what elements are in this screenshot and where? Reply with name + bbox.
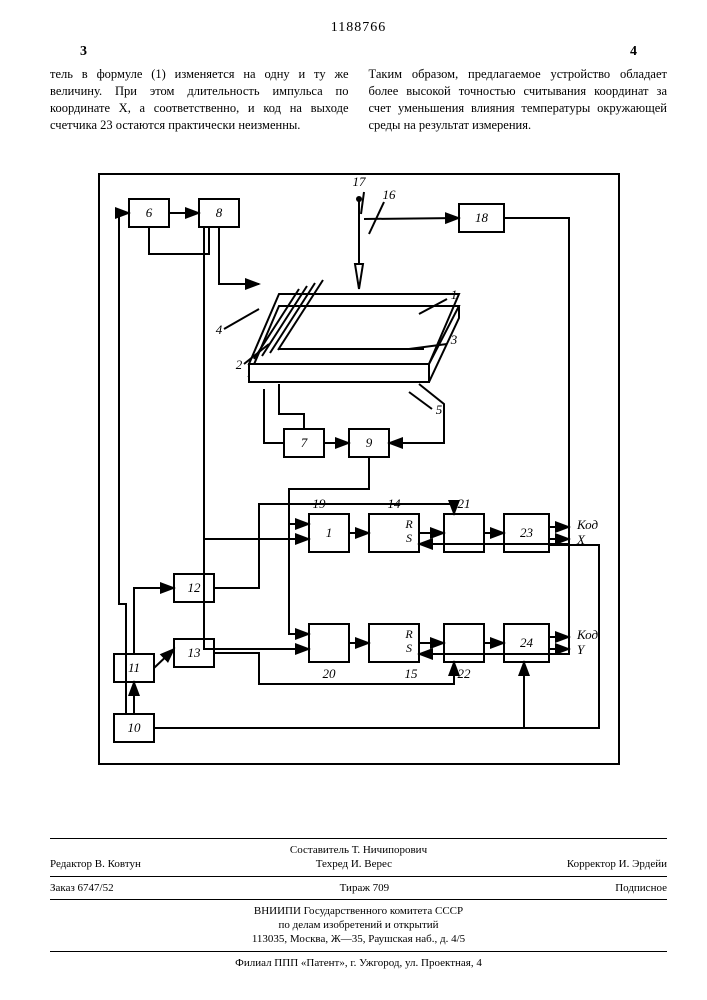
svg-text:12: 12 [187,580,201,595]
svg-text:Код: Код [576,627,598,642]
text-column-right: Таким образом, предлагаемое устройство о… [369,66,668,134]
svg-text:23: 23 [520,525,534,540]
svg-text:16: 16 [382,187,396,202]
corrector: Корректор И. Эрдейи [567,857,667,871]
svg-text:3: 3 [449,332,457,347]
svg-text:10: 10 [127,720,141,735]
text-column-left: тель в формуле (1) изменяется на одну и … [50,66,349,134]
svg-text:8: 8 [215,205,222,220]
svg-text:7: 7 [300,435,307,450]
svg-text:15: 15 [404,666,418,681]
compiler: Составитель Т. Ничипорович [50,843,667,857]
svg-text:1: 1 [325,525,332,540]
svg-text:11: 11 [127,660,139,675]
svg-text:S: S [406,641,412,655]
svg-text:9: 9 [365,435,372,450]
circuit-diagram: 17161352468187912131110119RS14212320RS15… [59,144,659,784]
column-numbers: 3 4 [80,44,637,60]
svg-text:18: 18 [475,210,489,225]
svg-text:R: R [404,517,413,531]
svg-text:5: 5 [435,402,442,417]
org-line1: ВНИИПИ Государственного комитета СССР [50,904,667,918]
tirazh: Тираж 709 [340,881,390,895]
org-line2: по делам изобретений и открытий [50,918,667,932]
document-number: 1188766 [50,20,667,36]
subscr: Подписное [615,881,667,895]
col-num-left: 3 [80,44,87,60]
svg-text:X: X [576,532,586,547]
svg-text:20: 20 [322,666,336,681]
svg-text:22: 22 [457,666,471,681]
techred: Техред И. Верес [316,857,392,871]
svg-text:21: 21 [457,496,470,511]
page-footer: Составитель Т. Ничипорович Редактор В. К… [50,834,667,970]
svg-text:R: R [404,627,413,641]
svg-text:4: 4 [215,322,222,337]
editor: Редактор В. Ковтун [50,857,141,871]
svg-text:17: 17 [352,174,366,189]
svg-text:Код: Код [576,517,598,532]
svg-text:1: 1 [450,287,457,302]
svg-text:24: 24 [520,635,534,650]
body-text: тель в формуле (1) изменяется на одну и … [50,66,667,134]
addr1: 113035, Москва, Ж—35, Раушская наб., д. … [50,932,667,946]
branch: Филиал ППП «Патент», г. Ужгород, ул. Про… [50,956,667,970]
col-num-right: 4 [630,44,637,60]
svg-text:13: 13 [187,645,201,660]
svg-text:S: S [406,531,412,545]
order: Заказ 6747/52 [50,881,114,895]
svg-text:2: 2 [235,357,242,372]
svg-text:6: 6 [145,205,152,220]
